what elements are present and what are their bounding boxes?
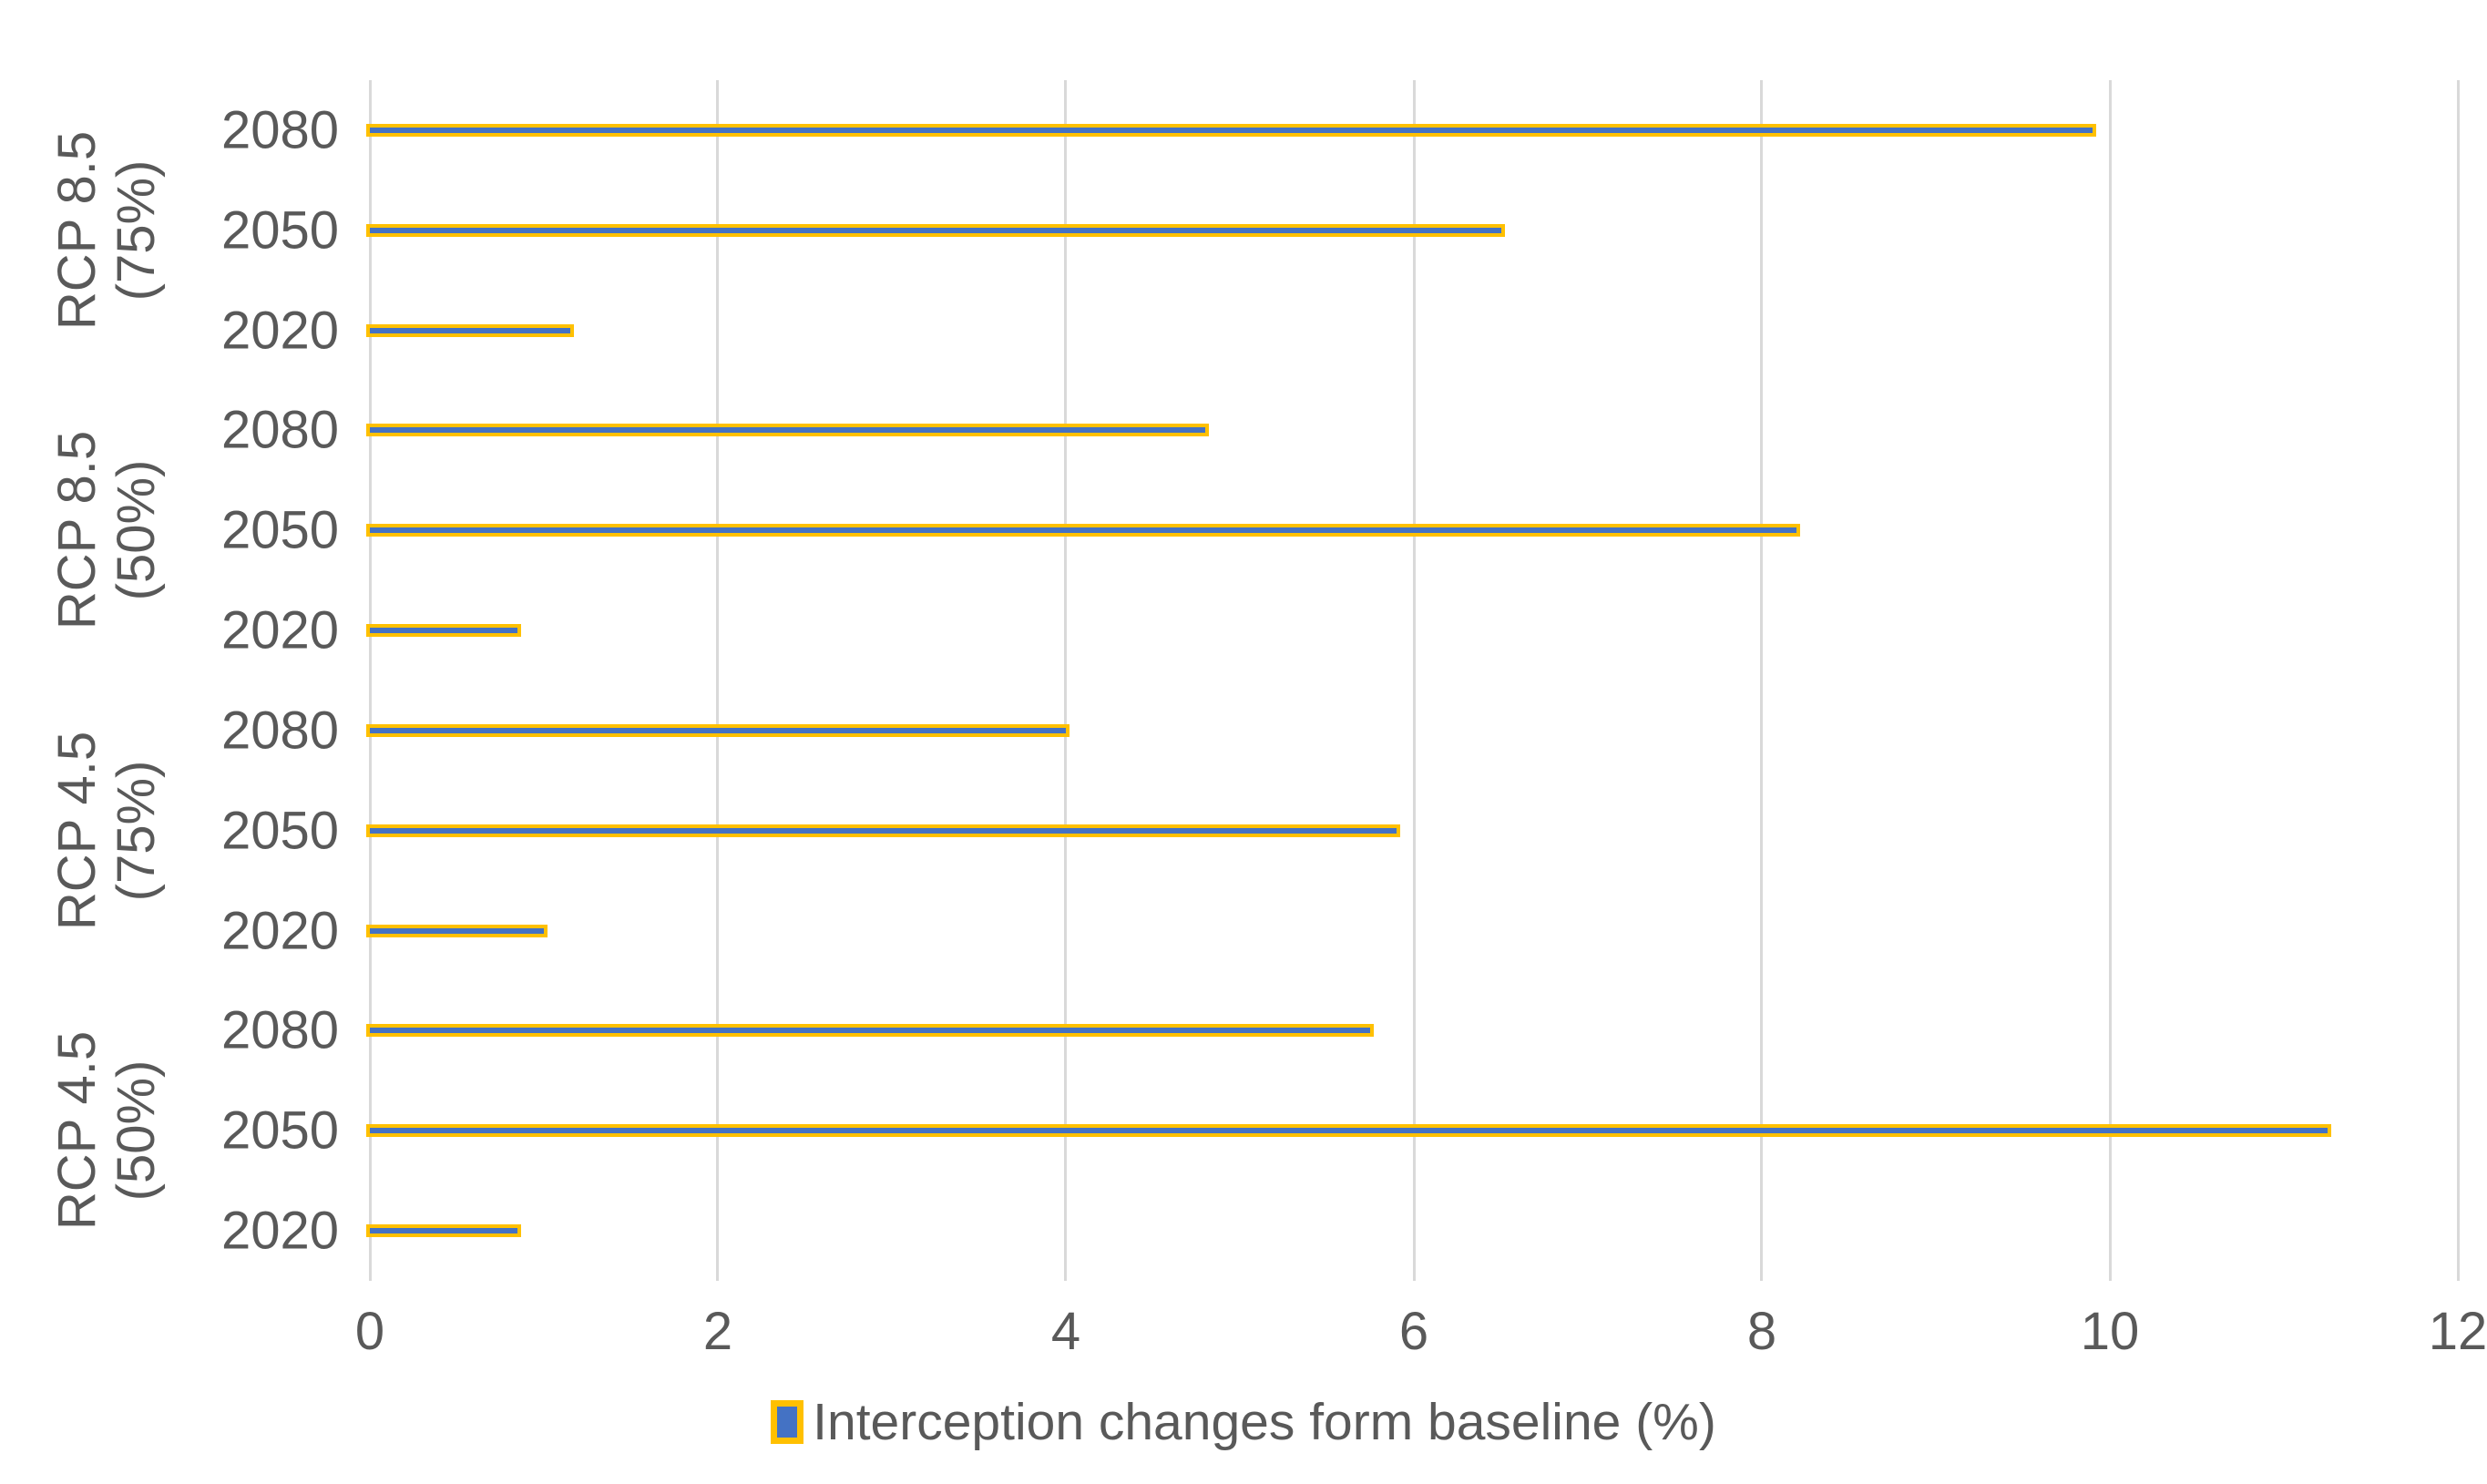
gridline bbox=[716, 80, 720, 1281]
category-label: 2080 bbox=[220, 400, 339, 460]
bar bbox=[366, 1124, 2331, 1138]
bar bbox=[366, 223, 1505, 237]
bar bbox=[366, 1224, 522, 1238]
bar bbox=[366, 824, 1400, 837]
plot-area bbox=[366, 80, 2460, 1281]
legend-label: Interception changes form baseline (%) bbox=[813, 1393, 1716, 1451]
category-label: 2050 bbox=[220, 801, 339, 861]
bar bbox=[366, 524, 1801, 537]
category-label: 2050 bbox=[220, 1100, 339, 1161]
bar bbox=[366, 723, 1070, 737]
x-tick-label: 10 bbox=[2080, 1302, 2140, 1361]
category-label: 2050 bbox=[220, 500, 339, 560]
x-tick-label: 2 bbox=[702, 1302, 733, 1361]
category-label: 2080 bbox=[220, 701, 339, 761]
bar bbox=[366, 424, 1209, 437]
x-tick-label: 12 bbox=[2428, 1302, 2487, 1361]
bar bbox=[366, 924, 548, 937]
x-tick-label: 8 bbox=[1746, 1302, 1777, 1361]
category-label: 2020 bbox=[220, 1201, 339, 1261]
gridline bbox=[1760, 80, 1764, 1281]
category-label: 2050 bbox=[220, 200, 339, 261]
category-label: 2020 bbox=[220, 600, 339, 660]
bar bbox=[366, 323, 574, 337]
gridline bbox=[1064, 80, 1068, 1281]
category-label: 2080 bbox=[220, 100, 339, 160]
gridline bbox=[2108, 80, 2112, 1281]
bar bbox=[366, 123, 2096, 137]
category-label: 2020 bbox=[220, 901, 339, 961]
category-label: 2080 bbox=[220, 1000, 339, 1060]
gridline bbox=[2456, 80, 2460, 1281]
x-tick-label: 4 bbox=[1050, 1302, 1081, 1361]
bar bbox=[366, 1024, 1375, 1038]
x-tick-label: 0 bbox=[354, 1302, 385, 1361]
category-label-column: 2080 2050 2020 2080 2050 2020 2080 2050 2020 2080… bbox=[0, 80, 339, 1281]
legend: Interception changes form baseline (%) bbox=[0, 1392, 2487, 1452]
x-axis: 0 2 4 6 8 10 12 bbox=[355, 1301, 2487, 1374]
category-label: 2020 bbox=[220, 301, 339, 361]
x-tick-label: 6 bbox=[1398, 1302, 1429, 1361]
bar bbox=[366, 624, 522, 638]
gridline bbox=[1412, 80, 1416, 1281]
legend-color-swatch-icon bbox=[771, 1400, 804, 1444]
gridline bbox=[368, 80, 372, 1281]
